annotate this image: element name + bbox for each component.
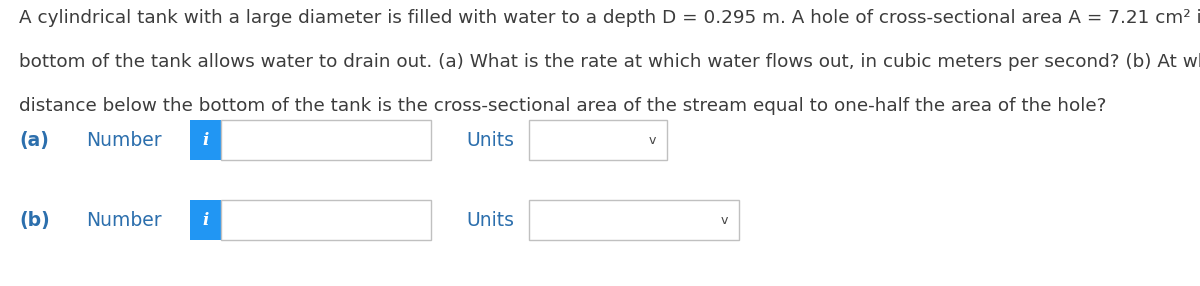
FancyBboxPatch shape xyxy=(190,200,221,240)
Text: A cylindrical tank with a large diameter is filled with water to a depth D = 0.2: A cylindrical tank with a large diameter… xyxy=(19,9,1200,27)
Text: (a): (a) xyxy=(19,131,49,150)
FancyBboxPatch shape xyxy=(221,200,431,240)
FancyBboxPatch shape xyxy=(529,120,667,160)
Text: v: v xyxy=(721,214,728,227)
Text: i: i xyxy=(202,212,209,229)
Text: distance below the bottom of the tank is the cross-sectional area of the stream : distance below the bottom of the tank is… xyxy=(19,97,1106,115)
FancyBboxPatch shape xyxy=(221,120,431,160)
FancyBboxPatch shape xyxy=(529,200,739,240)
Text: Number: Number xyxy=(86,211,162,230)
Text: Units: Units xyxy=(467,211,515,230)
Text: i: i xyxy=(202,132,209,149)
Text: Units: Units xyxy=(467,131,515,150)
Text: (b): (b) xyxy=(19,211,50,230)
Text: bottom of the tank allows water to drain out. (a) What is the rate at which wate: bottom of the tank allows water to drain… xyxy=(19,53,1200,71)
FancyBboxPatch shape xyxy=(190,120,221,160)
Text: Number: Number xyxy=(86,131,162,150)
Text: v: v xyxy=(649,134,656,147)
